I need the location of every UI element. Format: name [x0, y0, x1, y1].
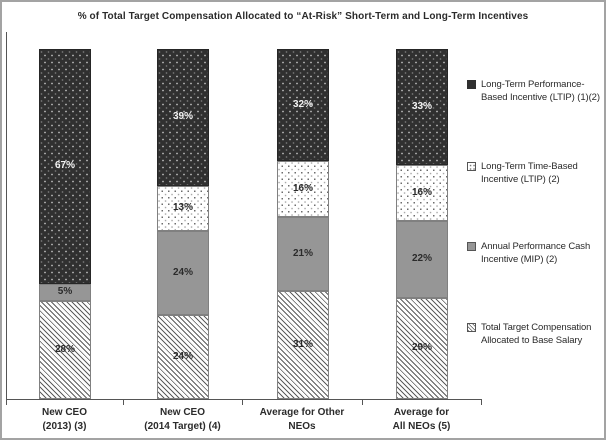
segment-ltip-performance: 67% [39, 49, 91, 284]
segment-mip-cash: 5% [39, 283, 91, 301]
stacked-bar-average-all-neos: 33% 16% 22% 29% [396, 49, 448, 399]
x-axis-tick [6, 400, 7, 405]
legend-item-ltip-time-based: Long-Term Time-Based Incentive (LTIP) (2… [467, 160, 604, 186]
segment-value-label: 16% [411, 186, 432, 198]
segment-base-salary: 29% [396, 297, 448, 399]
category-label-line1: New CEO [41, 407, 87, 418]
segment-value-label: 33% [411, 100, 432, 112]
segment-value-label: 39% [172, 111, 193, 123]
category-label-line1: New CEO [159, 407, 205, 418]
segment-value-label: 24% [172, 351, 193, 362]
segment-value-label: 29% [411, 342, 432, 354]
stacked-bar-new-ceo-2014-target: 39% 13% 24% 24% [157, 49, 209, 399]
x-axis-line [6, 399, 482, 400]
segment-mip-cash: 24% [157, 231, 209, 315]
x-axis-tick [362, 400, 363, 405]
segment-mip-cash: 21% [277, 217, 329, 291]
category-label-new-ceo-2013: New CEO (2013) (3) [6, 406, 123, 433]
segment-base-salary: 31% [277, 290, 329, 399]
category-label-line1: Average for Other [259, 407, 345, 418]
category-label-average-all-neos: Average for All NEOs (5) [362, 406, 481, 433]
category-label-line2: All NEOs (5) [392, 420, 451, 432]
segment-ltip-time-based: 16% [396, 164, 448, 221]
category-label-line2: NEOs [288, 420, 316, 432]
category-label-line2: (2014 Target) (4) [144, 420, 221, 432]
segment-base-salary: 24% [157, 315, 209, 399]
segment-mip-cash: 22% [396, 220, 448, 298]
segment-value-label: 21% [292, 247, 313, 259]
y-axis-line [6, 32, 7, 400]
segment-value-label: 28% [54, 344, 75, 355]
segment-ltip-time-based: 13% [157, 185, 209, 231]
diagonal-hatch-swatch-icon [467, 323, 476, 332]
x-axis-tick [242, 400, 243, 405]
legend-label: Long-Term Time-Based Incentive (LTIP) (2… [481, 161, 578, 185]
legend-label: Long-Term Performance-Based Incentive (L… [481, 79, 600, 103]
segment-value-label: 22% [411, 253, 432, 264]
dark-dots-swatch-icon [467, 80, 476, 89]
segment-value-label: 5% [57, 286, 73, 298]
solid-gray-swatch-icon [467, 242, 476, 251]
segment-value-label: 24% [172, 267, 193, 278]
chart-title: % of Total Target Compensation Allocated… [77, 11, 529, 22]
segment-value-label: 31% [292, 338, 313, 350]
white-dots-swatch-icon [467, 162, 476, 171]
segment-ltip-time-based: 16% [277, 161, 329, 217]
stacked-bar-average-other-neos: 32% 16% 21% 31% [277, 49, 329, 399]
segment-value-label: 67% [54, 160, 75, 172]
category-label-new-ceo-2014-target: New CEO (2014 Target) (4) [123, 406, 242, 433]
stacked-bar-new-ceo-2013: 67% 5% 28% [39, 49, 91, 399]
category-label-line1: Average for [393, 407, 450, 418]
legend-item-mip-cash: Annual Performance Cash Incentive (MIP) … [467, 240, 604, 266]
legend-label: Annual Performance Cash Incentive (MIP) … [481, 241, 591, 265]
legend-item-base-salary: Total Target Compensation Allocated to B… [467, 321, 604, 347]
legend-label: Total Target Compensation Allocated to B… [481, 322, 592, 346]
segment-ltip-performance: 32% [277, 49, 329, 161]
segment-value-label: 13% [172, 202, 193, 214]
x-axis-tick [481, 400, 482, 405]
x-axis-tick [123, 400, 124, 405]
legend-item-ltip-performance: Long-Term Performance-Based Incentive (L… [467, 78, 604, 104]
segment-value-label: 32% [292, 99, 313, 110]
segment-ltip-performance: 33% [396, 49, 448, 165]
segment-ltip-performance: 39% [157, 49, 209, 186]
category-label-average-other-neos: Average for Other NEOs [242, 406, 362, 433]
category-label-line2: (2013) (3) [42, 420, 87, 432]
segment-value-label: 16% [292, 183, 313, 194]
segment-base-salary: 28% [39, 301, 91, 399]
